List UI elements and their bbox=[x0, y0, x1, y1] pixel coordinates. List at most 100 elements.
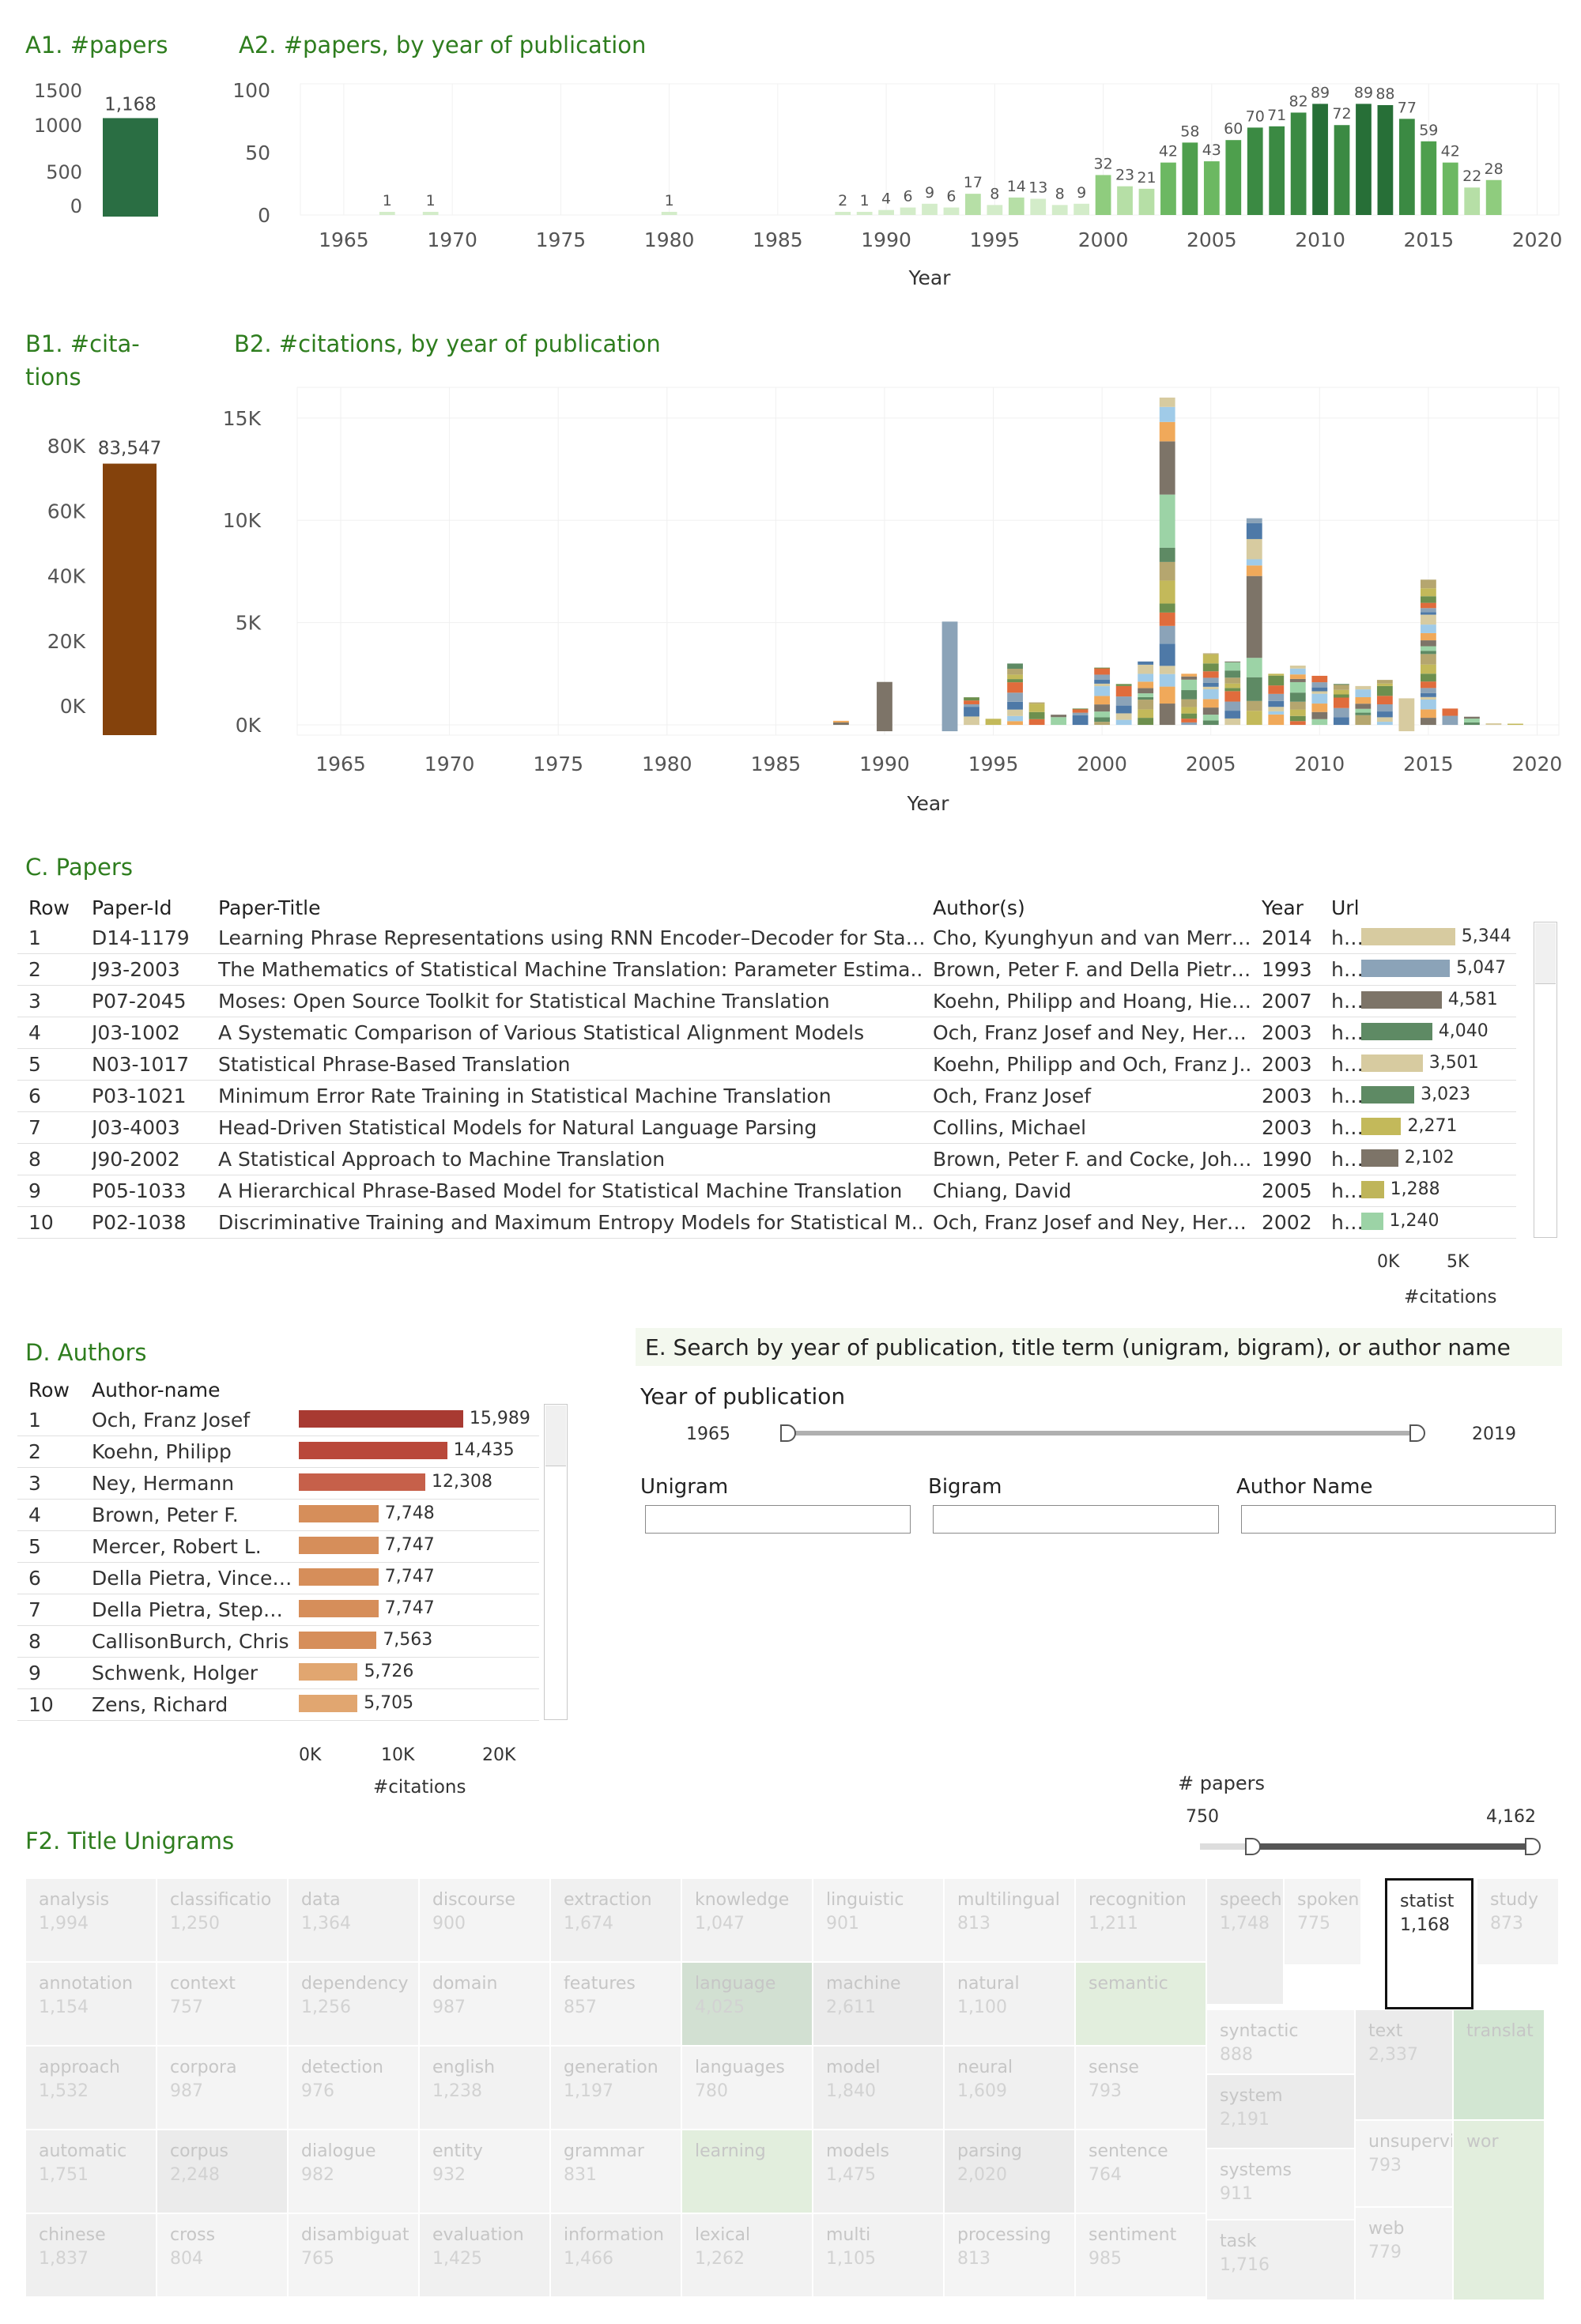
unigram-cell[interactable]: recognition 1,211 bbox=[1075, 1878, 1206, 1962]
author-row[interactable]: 6 Della Pietra, Vincen.. 7,747 bbox=[17, 1562, 539, 1594]
unigram-cell[interactable]: analysis 1,994 bbox=[25, 1878, 157, 1962]
unigram-cell[interactable]: dialogue 982 bbox=[288, 2130, 419, 2213]
unigram-cell[interactable]: disambiguat 765 bbox=[288, 2213, 419, 2297]
paper-row[interactable]: 3 P07-2045 Moses: Open Source Toolkit for … bbox=[17, 985, 1516, 1017]
unigram-cell[interactable]: system 2,191 bbox=[1206, 2074, 1355, 2149]
unigram-cell[interactable]: lexical 1,262 bbox=[681, 2213, 813, 2297]
unigram-cell[interactable]: semantic bbox=[1075, 1962, 1206, 2046]
unigram-cell[interactable]: wor bbox=[1453, 2120, 1545, 2300]
unigram-cell[interactable]: multi 1,105 bbox=[813, 2213, 944, 2297]
unigram-cell[interactable]: syntactic 888 bbox=[1206, 2009, 1355, 2074]
papers-header-title[interactable]: Paper-Title bbox=[218, 896, 321, 919]
unigram-cell[interactable]: extraction 1,674 bbox=[550, 1878, 681, 1962]
papers-slider-track-left[interactable] bbox=[1200, 1843, 1251, 1850]
paper-row[interactable]: 7 J03-4003 Head-Driven Statistical Models … bbox=[17, 1111, 1516, 1144]
authors-header-name[interactable]: Author-name bbox=[92, 1379, 221, 1402]
unigram-cell[interactable]: corpus 2,248 bbox=[157, 2130, 288, 2213]
unigram-cell[interactable]: speech 1,748 bbox=[1206, 1878, 1284, 2005]
unigram-cell[interactable]: unsupervise 793 bbox=[1355, 2120, 1453, 2207]
paper-url[interactable]: htt.. bbox=[1331, 990, 1363, 1013]
author-row[interactable]: 7 Della Pietra, Stephe.. 7,747 bbox=[17, 1594, 539, 1626]
author-row[interactable]: 9 Schwenk, Holger 5,726 bbox=[17, 1657, 539, 1689]
paper-row[interactable]: 6 P03-1021 Minimum Error Rate Training in … bbox=[17, 1080, 1516, 1112]
year-slider-max-handle[interactable] bbox=[1407, 1423, 1426, 1443]
unigram-cell[interactable]: annotation 1,154 bbox=[25, 1962, 157, 2046]
unigram-cell[interactable]: information 1,466 bbox=[550, 2213, 681, 2297]
unigram-cell[interactable]: processing 813 bbox=[944, 2213, 1075, 2297]
paper-url[interactable]: htt.. bbox=[1331, 1085, 1363, 1107]
paper-row[interactable]: 9 P05-1033 A Hierarchical Phrase-Based Mod… bbox=[17, 1175, 1516, 1207]
unigram-cell[interactable]: generation 1,197 bbox=[550, 2046, 681, 2130]
unigram-cell[interactable]: learning bbox=[681, 2130, 813, 2213]
unigram-cell[interactable]: cross 804 bbox=[157, 2213, 288, 2297]
unigram-cell[interactable]: linguistic 901 bbox=[813, 1878, 944, 1962]
unigram-cell[interactable]: domain 987 bbox=[419, 1962, 550, 2046]
unigram-cell[interactable]: chinese 1,837 bbox=[25, 2213, 157, 2297]
unigram-cell[interactable]: sense 793 bbox=[1075, 2046, 1206, 2130]
papers-slider-track-range[interactable] bbox=[1251, 1843, 1532, 1850]
author-row[interactable]: 3 Ney, Hermann 12,308 bbox=[17, 1467, 539, 1500]
paper-url[interactable]: htt.. bbox=[1331, 958, 1363, 981]
unigram-cell[interactable]: automatic 1,751 bbox=[25, 2130, 157, 2213]
papers-scrollbar[interactable] bbox=[1534, 922, 1557, 1238]
unigram-cell[interactable]: grammar 831 bbox=[550, 2130, 681, 2213]
unigram-cell[interactable]: translat bbox=[1453, 2009, 1545, 2120]
unigram-cell[interactable]: dependency 1,256 bbox=[288, 1962, 419, 2046]
paper-row[interactable]: 4 J03-1002 A Systematic Comparison of Vari… bbox=[17, 1017, 1516, 1049]
unigram-cell[interactable]: sentence 764 bbox=[1075, 2130, 1206, 2213]
bigram-input[interactable] bbox=[933, 1505, 1219, 1534]
year-slider-min-handle[interactable] bbox=[778, 1423, 797, 1443]
unigram-cell[interactable]: models 1,475 bbox=[813, 2130, 944, 2213]
paper-url[interactable]: htt.. bbox=[1331, 1021, 1363, 1044]
unigram-cell[interactable]: parsing 2,020 bbox=[944, 2130, 1075, 2213]
papers-header-id[interactable]: Paper-Id bbox=[92, 896, 172, 919]
authors-scrollbar[interactable] bbox=[544, 1404, 568, 1720]
unigram-cell[interactable]: natural 1,100 bbox=[944, 1962, 1075, 2046]
author-row[interactable]: 8 CallisonBurch, Chris 7,563 bbox=[17, 1625, 539, 1658]
unigram-cell[interactable]: classificatio 1,250 bbox=[157, 1878, 288, 1962]
unigram-cell[interactable]: evaluation 1,425 bbox=[419, 2213, 550, 2297]
unigram-cell[interactable]: task 1,716 bbox=[1206, 2220, 1355, 2300]
paper-url[interactable]: htt.. bbox=[1331, 1211, 1363, 1234]
unigram-cell[interactable]: systems 911 bbox=[1206, 2149, 1355, 2220]
paper-url[interactable]: htt.. bbox=[1331, 1179, 1363, 1202]
unigram-cell[interactable]: entity 932 bbox=[419, 2130, 550, 2213]
unigram-input[interactable] bbox=[645, 1505, 911, 1534]
papers-header-year[interactable]: Year bbox=[1262, 896, 1304, 919]
papers-header-authors[interactable]: Author(s) bbox=[933, 896, 1025, 919]
unigram-cell[interactable]: discourse 900 bbox=[419, 1878, 550, 1962]
unigram-cell[interactable]: machine 2,611 bbox=[813, 1962, 944, 2046]
papers-header-url[interactable]: Url bbox=[1331, 896, 1360, 919]
unigram-cell[interactable]: statist 1,168 bbox=[1385, 1878, 1473, 2009]
author-row[interactable]: 10 Zens, Richard 5,705 bbox=[17, 1688, 539, 1721]
paper-url[interactable]: htt.. bbox=[1331, 1148, 1363, 1171]
paper-url[interactable]: htt.. bbox=[1331, 926, 1363, 949]
author-row[interactable]: 4 Brown, Peter F. 7,748 bbox=[17, 1499, 539, 1531]
paper-row[interactable]: 2 J93-2003 The Mathematics of Statistical … bbox=[17, 953, 1516, 986]
unigram-cell[interactable]: context 757 bbox=[157, 1962, 288, 2046]
unigram-cell[interactable]: multilingual 813 bbox=[944, 1878, 1075, 1962]
unigram-cell[interactable]: web 779 bbox=[1355, 2207, 1453, 2300]
unigram-cell[interactable]: features 857 bbox=[550, 1962, 681, 2046]
unigram-cell[interactable]: sentiment 985 bbox=[1075, 2213, 1206, 2297]
paper-url[interactable]: htt.. bbox=[1331, 1116, 1363, 1139]
year-slider-track[interactable] bbox=[787, 1431, 1417, 1436]
unigram-cell[interactable]: study 873 bbox=[1477, 1878, 1559, 1965]
author-name-input[interactable] bbox=[1241, 1505, 1556, 1534]
unigram-cell[interactable]: neural 1,609 bbox=[944, 2046, 1075, 2130]
unigram-cell[interactable]: approach 1,532 bbox=[25, 2046, 157, 2130]
unigram-cell[interactable]: model 1,840 bbox=[813, 2046, 944, 2130]
unigram-cell[interactable]: text 2,337 bbox=[1355, 2009, 1453, 2120]
unigram-cell[interactable]: knowledge 1,047 bbox=[681, 1878, 813, 1962]
author-row[interactable]: 2 Koehn, Philipp 14,435 bbox=[17, 1436, 539, 1468]
paper-row[interactable]: 5 N03-1017 Statistical Phrase-Based Transl… bbox=[17, 1048, 1516, 1081]
papers-slider-max-handle[interactable] bbox=[1523, 1836, 1541, 1857]
unigram-cell[interactable]: detection 976 bbox=[288, 2046, 419, 2130]
unigram-cell[interactable]: languages 780 bbox=[681, 2046, 813, 2130]
unigram-cell[interactable]: spoken 775 bbox=[1284, 1878, 1361, 1965]
unigram-cell[interactable]: language 4,025 bbox=[681, 1962, 813, 2046]
paper-url[interactable]: htt.. bbox=[1331, 1053, 1363, 1076]
paper-row[interactable]: 10 P02-1038 Discriminative Training and Ma… bbox=[17, 1206, 1516, 1239]
author-row[interactable]: 5 Mercer, Robert L. 7,747 bbox=[17, 1530, 539, 1563]
papers-slider-min-handle[interactable] bbox=[1243, 1836, 1262, 1857]
